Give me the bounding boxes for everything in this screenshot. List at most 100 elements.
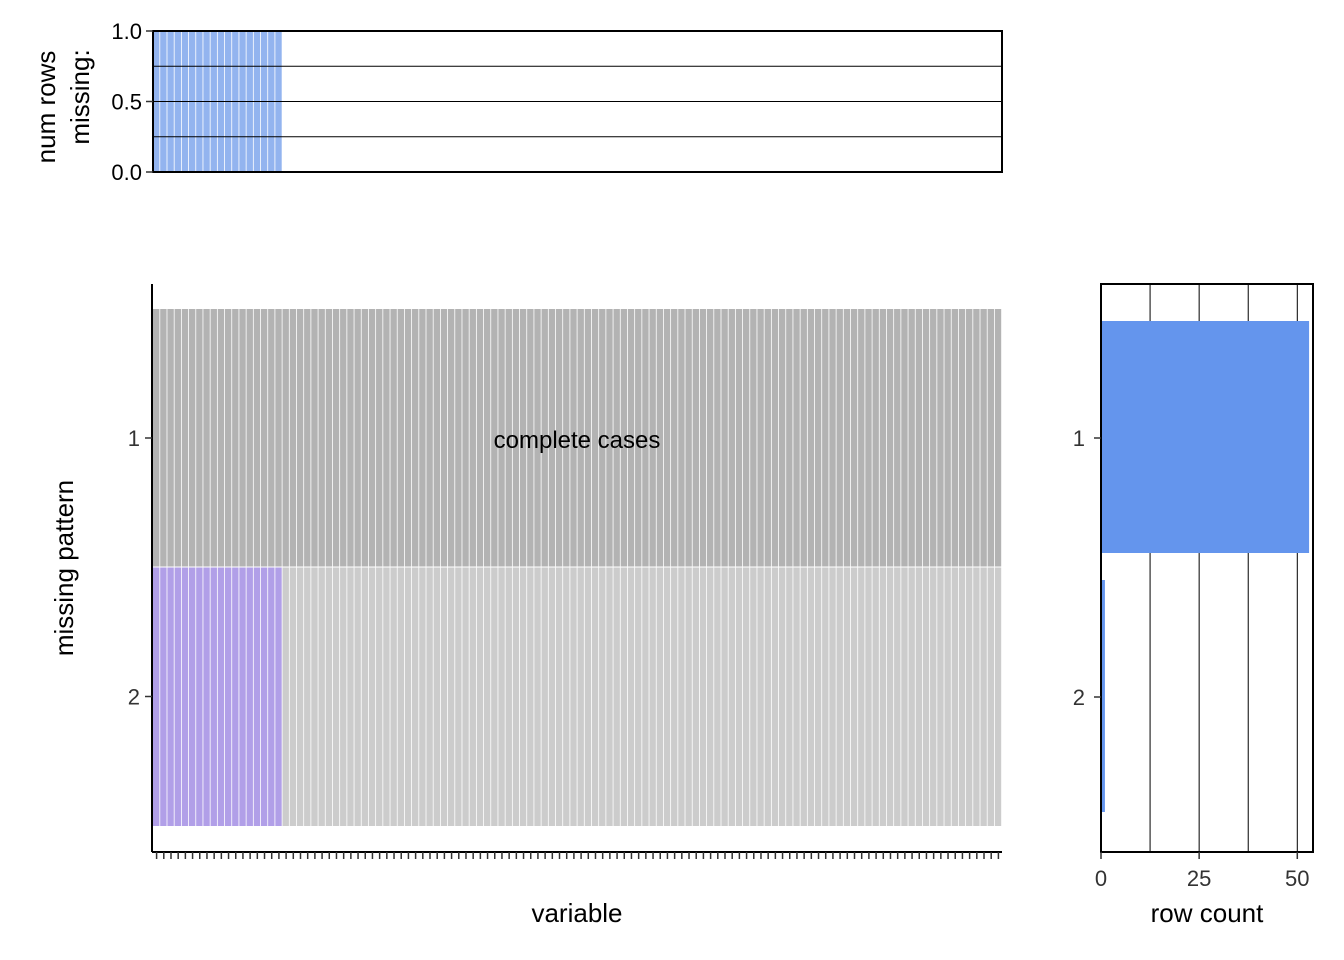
pattern-2-cell — [699, 567, 707, 826]
pattern-2-cell — [922, 567, 930, 826]
pattern-1-cell — [483, 309, 491, 567]
pattern-1-cell — [757, 309, 764, 567]
pattern-1-cell — [742, 309, 750, 567]
pattern-1-cell — [850, 309, 858, 567]
pattern-2-cell — [153, 567, 160, 826]
pattern-1-cell — [584, 309, 592, 567]
right-panel-frame — [1100, 283, 1314, 853]
pattern-2-cell — [318, 567, 325, 826]
pattern-2-cell — [347, 567, 354, 826]
pattern-2-cell — [707, 567, 714, 826]
pattern-1-cell — [627, 309, 635, 567]
pattern-2-cell — [822, 567, 829, 826]
pattern-2-cell — [469, 567, 476, 826]
pattern-1-cell — [778, 309, 786, 567]
pattern-1-cell — [541, 309, 548, 567]
pattern-1-cell — [419, 309, 426, 567]
pattern-2-cell — [958, 567, 966, 826]
pattern-2-cell — [987, 567, 995, 826]
pattern-1-cell — [922, 309, 930, 567]
right-x-tick-label: 25 — [1187, 866, 1211, 891]
pattern-1-cell — [663, 309, 671, 567]
pattern-2-cell — [505, 567, 512, 826]
pattern-2-cell — [361, 567, 369, 826]
pattern-2-cell — [584, 567, 592, 826]
pattern-1-cell — [800, 309, 807, 567]
pattern-1-cell — [376, 309, 383, 567]
pattern-2-cell — [886, 567, 894, 826]
pattern-1-cell — [685, 309, 692, 567]
pattern-1-cell — [491, 309, 498, 567]
pattern-2-cell — [843, 567, 851, 826]
pattern-2-cell — [354, 567, 361, 826]
pattern-1-cell — [836, 309, 843, 567]
pattern-1-cell — [570, 309, 577, 567]
pattern-1-cell — [390, 309, 397, 567]
pattern-2-cell — [635, 567, 642, 826]
pattern-1-cell — [577, 309, 584, 567]
pattern-2-cell — [282, 567, 289, 826]
pattern-2-cell — [519, 567, 527, 826]
top-missing-bar-panel: 0.0 0.5 1.0 num rows missing: — [31, 19, 1003, 185]
pattern-1-cell — [966, 309, 973, 567]
pattern-2-cell — [966, 567, 973, 826]
pattern-1-cell — [188, 309, 196, 567]
pattern-2-cell — [260, 567, 268, 826]
pattern-1-cell — [951, 309, 959, 567]
pattern-2-cell — [800, 567, 807, 826]
pattern-1-cell — [174, 309, 181, 567]
pattern-1-cell — [181, 309, 189, 567]
pattern-1-cell — [246, 309, 253, 567]
pattern-1-cell — [275, 309, 282, 567]
top-y-axis-label-line1: num rows — [31, 51, 61, 164]
pattern-1-cell — [325, 309, 333, 567]
pattern-1-cell — [196, 309, 203, 567]
pattern-1-cell — [260, 309, 268, 567]
pattern-2-cell — [390, 567, 397, 826]
pattern-2-cell — [678, 567, 685, 826]
pattern-1-cell — [347, 309, 354, 567]
pattern-2-cell — [253, 567, 261, 826]
pattern-1-cell — [937, 309, 944, 567]
pattern-1-cell — [332, 309, 340, 567]
pattern-1-cell — [512, 309, 520, 567]
pattern-1-cell — [843, 309, 851, 567]
pattern-1-cell — [498, 309, 505, 567]
pattern-1-cell — [649, 309, 656, 567]
main-y-tick-label: 2 — [128, 685, 140, 710]
pattern-1-cell — [692, 309, 700, 567]
pattern-2-cell — [937, 567, 944, 826]
pattern-2-cell — [980, 567, 987, 826]
pattern-1-cell — [268, 309, 275, 567]
pattern-2-cell — [764, 567, 771, 826]
pattern-1-cell — [160, 309, 167, 567]
pattern-1-cell — [505, 309, 512, 567]
main-y-tick-label: 1 — [128, 426, 140, 451]
pattern-2-cell — [275, 567, 282, 826]
pattern-1-cell — [865, 309, 872, 567]
pattern-2-cell — [160, 567, 167, 826]
pattern-1-cell — [311, 309, 318, 567]
pattern-1-cell — [994, 309, 1002, 567]
top-y-ticks: 0.0 0.5 1.0 — [111, 19, 153, 185]
complete-cases-label: complete cases — [494, 427, 661, 454]
pattern-1-cell — [224, 309, 232, 567]
pattern-2-cell — [807, 567, 815, 826]
pattern-2-cell — [296, 567, 304, 826]
top-y-tick-label: 1.0 — [111, 19, 142, 44]
pattern-2-cell — [671, 567, 678, 826]
pattern-2-cell — [721, 567, 728, 826]
pattern-1-cell — [447, 309, 455, 567]
pattern-1-cell — [944, 309, 951, 567]
pattern-1-cell — [232, 309, 239, 567]
missing-pattern-heatmap-panel: 12 complete cases variable missing patte… — [49, 284, 1002, 928]
main-y-axis-label: missing pattern — [49, 480, 79, 656]
pattern-2-cell — [541, 567, 548, 826]
pattern-2-cell — [750, 567, 757, 826]
pattern-2-cell — [944, 567, 951, 826]
pattern-2-cell — [685, 567, 692, 826]
pattern-1-cell — [548, 309, 556, 567]
pattern-2-cell — [649, 567, 656, 826]
pattern-2-cell — [440, 567, 448, 826]
